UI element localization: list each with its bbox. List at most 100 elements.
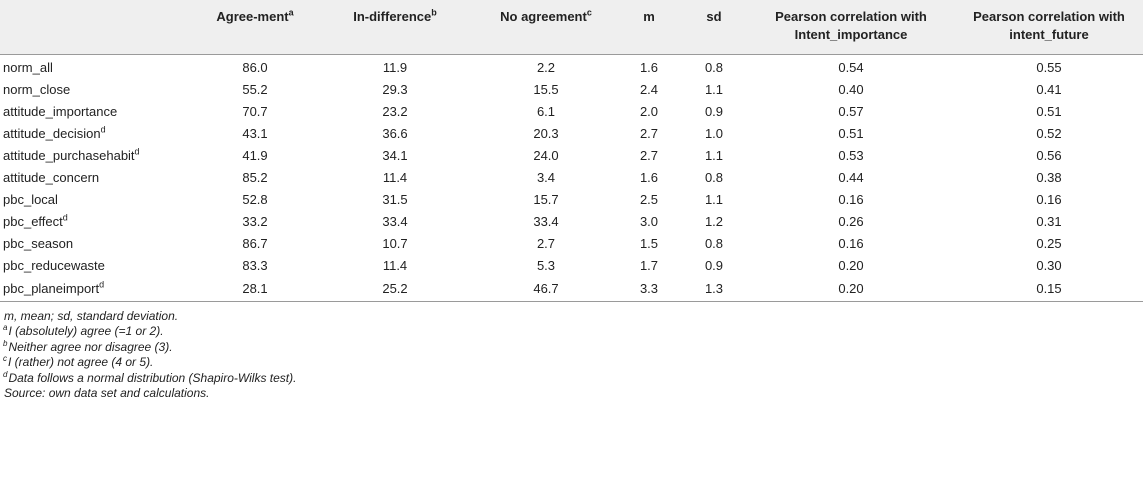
cell-corr-future: 0.55 [1036, 59, 1062, 75]
cell-corr-future: 0.25 [1036, 235, 1062, 251]
cell-no-agreement: 20.3 [533, 125, 559, 141]
row-label: attitude_decisiond [3, 124, 106, 141]
cell-corr-future: 0.51 [1036, 103, 1062, 119]
cell-corr-future: 0.52 [1036, 125, 1062, 141]
cell-sd: 0.8 [704, 169, 724, 185]
cell-no-agreement: 2.2 [536, 59, 556, 75]
cell-sd: 1.1 [704, 81, 724, 97]
cell-indifference: 34.1 [382, 147, 408, 163]
cell-sd: 0.8 [704, 235, 724, 251]
footnote-abbreviations: m, mean; sd, standard deviation. [4, 308, 179, 323]
table-row: pbc_season 86.7 10.7 2.7 1.5 0.8 0.16 0.… [0, 233, 1143, 255]
cell-indifference: 31.5 [382, 191, 408, 207]
cell-corr-importance: 0.51 [838, 125, 864, 141]
cell-corr-importance: 0.20 [747, 276, 955, 302]
cell-corr-importance: 0.53 [838, 147, 864, 163]
cell-corr-importance: 0.54 [838, 59, 864, 75]
cell-corr-future: 0.15 [955, 276, 1143, 302]
cell-indifference: 11.4 [382, 169, 408, 185]
row-label: attitude_purchasehabitd [3, 146, 140, 163]
cell-sd: 1.3 [681, 276, 747, 302]
cell-agreement: 83.3 [242, 257, 268, 273]
cell-corr-importance: 0.26 [838, 213, 864, 229]
cell-no-agreement: 6.1 [536, 103, 556, 119]
cell-mean: 1.6 [639, 59, 659, 75]
cell-agreement: 70.7 [242, 103, 268, 119]
cell-agreement: 52.8 [242, 191, 268, 207]
table-row: attitude_decisiond 43.1 36.6 20.3 2.7 1.… [0, 123, 1143, 145]
cell-no-agreement: 46.7 [475, 276, 617, 302]
cell-agreement: 86.0 [242, 59, 268, 75]
row-label: pbc_effectd [3, 212, 68, 229]
cell-mean: 2.4 [639, 81, 659, 97]
cell-mean: 2.5 [639, 191, 659, 207]
table-row: attitude_importance 70.7 23.2 6.1 2.0 0.… [0, 101, 1143, 123]
cell-sd: 0.9 [704, 257, 724, 273]
cell-corr-future: 0.56 [1036, 147, 1062, 163]
row-label: pbc_planeimportd [0, 276, 195, 302]
cell-corr-importance: 0.44 [838, 169, 864, 185]
header-cell-mean: m [617, 0, 681, 55]
cell-corr-importance: 0.40 [838, 81, 864, 97]
header-cell-corr-importance: Pearson correlation with Intent_importan… [747, 0, 955, 55]
cell-corr-future: 0.38 [1036, 169, 1062, 185]
cell-indifference: 36.6 [382, 125, 408, 141]
cell-indifference: 11.9 [382, 59, 408, 75]
row-label: pbc_local [3, 191, 58, 207]
cell-mean: 1.5 [639, 235, 659, 251]
cell-mean: 2.7 [639, 125, 659, 141]
cell-agreement: 86.7 [242, 235, 268, 251]
table-figure: Agree-menta In-differenceb No agreementc… [0, 0, 1143, 402]
cell-no-agreement: 5.3 [536, 257, 556, 273]
table-body: norm_all 86.0 11.9 2.2 1.6 0.8 0.54 0.55… [0, 54, 1143, 302]
data-table: Agree-menta In-differenceb No agreementc… [0, 0, 1143, 302]
header-cell-indifference: In-differenceb [315, 0, 475, 55]
cell-no-agreement: 15.5 [533, 81, 559, 97]
cell-no-agreement: 24.0 [533, 147, 559, 163]
cell-agreement: 43.1 [242, 125, 268, 141]
header-cell-variable [0, 0, 195, 55]
cell-agreement: 55.2 [242, 81, 268, 97]
table-row: norm_all 86.0 11.9 2.2 1.6 0.8 0.54 0.55 [0, 54, 1143, 79]
cell-indifference: 29.3 [382, 81, 408, 97]
header-cell-sd: sd [681, 0, 747, 55]
cell-indifference: 25.2 [315, 276, 475, 302]
cell-agreement: 85.2 [242, 169, 268, 185]
cell-sd: 0.9 [704, 103, 724, 119]
row-label: pbc_reducewaste [3, 257, 105, 273]
cell-corr-future: 0.30 [1036, 257, 1062, 273]
cell-mean: 1.7 [639, 257, 659, 273]
cell-indifference: 33.4 [382, 213, 408, 229]
cell-no-agreement: 3.4 [536, 169, 556, 185]
cell-agreement: 33.2 [242, 213, 268, 229]
table-row: norm_close 55.2 29.3 15.5 2.4 1.1 0.40 0… [0, 79, 1143, 101]
footnote-d: dData follows a normal distribution (Sha… [3, 369, 297, 385]
row-label: norm_all [3, 59, 53, 75]
cell-corr-importance: 0.20 [838, 257, 864, 273]
cell-mean: 3.0 [639, 213, 659, 229]
cell-mean: 2.0 [639, 103, 659, 119]
footnote-b: bNeither agree nor disagree (3). [3, 338, 173, 354]
cell-agreement: 28.1 [195, 276, 315, 302]
cell-corr-future: 0.16 [1036, 191, 1062, 207]
cell-corr-importance: 0.57 [838, 103, 864, 119]
cell-indifference: 23.2 [382, 103, 408, 119]
header-cell-corr-future: Pearson correlation with intent_future [955, 0, 1143, 55]
table-row: pbc_local 52.8 31.5 15.7 2.5 1.1 0.16 0.… [0, 189, 1143, 211]
table-row: attitude_concern 85.2 11.4 3.4 1.6 0.8 0… [0, 167, 1143, 189]
cell-sd: 1.1 [704, 147, 724, 163]
cell-sd: 0.8 [704, 59, 724, 75]
cell-corr-future: 0.31 [1036, 213, 1062, 229]
cell-mean: 3.3 [617, 276, 681, 302]
footnote-source: Source: own data set and calculations. [4, 386, 210, 400]
row-label: attitude_concern [3, 169, 100, 185]
header-cell-no-agreement: No agreementc [475, 0, 617, 55]
cell-mean: 2.7 [639, 147, 659, 163]
cell-no-agreement: 2.7 [536, 235, 556, 251]
table-footnotes: m, mean; sd, standard deviation. aI (abs… [0, 309, 1143, 402]
cell-indifference: 11.4 [382, 257, 408, 273]
header-row: Agree-menta In-differenceb No agreementc… [0, 0, 1143, 55]
cell-no-agreement: 33.4 [533, 213, 559, 229]
table-row: pbc_planeimportd 28.1 25.2 46.7 3.3 1.3 … [0, 276, 1143, 302]
table-row: pbc_effectd 33.2 33.4 33.4 3.0 1.2 0.26 … [0, 211, 1143, 233]
